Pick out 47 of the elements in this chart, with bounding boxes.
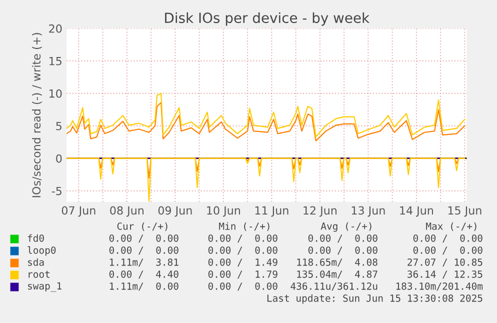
x-tick-label: 10 Jun [207, 206, 240, 217]
text: Cur (-/+) [117, 222, 168, 231]
chart-title: Disk IOs per device - by week [165, 12, 370, 26]
x-tick-label: 07 Jun [62, 206, 96, 217]
text: 135.04m/ 4.87 [297, 270, 378, 279]
legend-label: swap_1 [28, 282, 62, 292]
x-tick-label: 11 Jun [255, 206, 288, 217]
text: 0.00 / 0.00 [413, 246, 482, 255]
legend-label: loop0 [28, 246, 56, 256]
text: 0.00 / 0.00 [109, 234, 178, 243]
text: 0.00 / 1.49 [208, 258, 278, 267]
text: Last update: Sun Jun 15 13:30:08 2025 [267, 294, 482, 304]
text: 0.00 / 0.00 [308, 246, 378, 255]
x-tick-label: 08 Jun [110, 206, 144, 217]
legend-label: fd0 [28, 234, 44, 242]
x-tick-label: 15 Jun [448, 206, 482, 217]
legend-label: root [28, 270, 50, 278]
x-tick-label: 14 Jun [400, 206, 433, 217]
text: 0.00 / 0.00 [208, 246, 278, 255]
x-tick-label: 13 Jun [352, 206, 385, 217]
text: Min (-/+) [219, 222, 270, 231]
text: 118.65m/ 4.08 [297, 258, 378, 267]
text: 0.00 / 0.00 [413, 234, 482, 243]
x-tick-label: 09 Jun [158, 206, 192, 217]
y-axis-title: IOs/second read (-) / write (+) [32, 33, 42, 198]
y-tick-label: -5 [52, 186, 62, 196]
text: 1.11m/ 0.00 [110, 282, 178, 291]
y-tick-label: 5 [56, 122, 62, 130]
x-tick-label: 12 Jun [304, 206, 336, 217]
text: 436.11u/361.12u [290, 282, 378, 291]
text: 0.00 / 0.00 [208, 282, 278, 291]
text: Avg (-/+) [320, 222, 372, 232]
text: Max (-/+) [426, 222, 476, 231]
y-tick-label: 0 [56, 154, 62, 163]
text: 0.00 / 0.00 [208, 234, 278, 243]
y-tick-label: 10 [50, 89, 62, 98]
text: 36.14 / 12.35 [408, 270, 482, 279]
text: 183.10m/201.40m [396, 282, 483, 291]
text: 0.00 / 4.40 [109, 270, 178, 279]
legend-label: sda [28, 258, 44, 266]
text: 0.00 / 0.00 [109, 246, 178, 255]
y-tick-label: 15 [50, 57, 62, 66]
text: 0.00 / 0.00 [308, 234, 378, 243]
text: 0.00 / 1.79 [208, 270, 278, 279]
y-tick-label: 20 [49, 24, 62, 33]
text: 1.11m/ 3.81 [110, 258, 178, 267]
text: 27.07 / 10.85 [408, 258, 482, 267]
